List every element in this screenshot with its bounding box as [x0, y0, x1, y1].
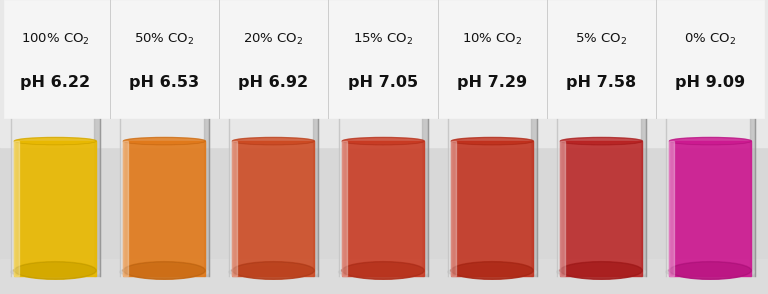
Text: pH 7.58: pH 7.58: [566, 75, 637, 90]
Bar: [339, 9, 344, 276]
Bar: [666, 9, 671, 276]
Ellipse shape: [15, 138, 96, 145]
Ellipse shape: [15, 262, 96, 279]
Ellipse shape: [343, 262, 424, 279]
Text: 100% CO$_2$: 100% CO$_2$: [21, 32, 90, 47]
Bar: [343, 141, 424, 276]
Text: pH 6.22: pH 6.22: [20, 75, 91, 90]
Ellipse shape: [124, 138, 205, 145]
Text: 10% CO$_2$: 10% CO$_2$: [462, 32, 522, 47]
Bar: [233, 141, 314, 276]
Ellipse shape: [561, 138, 642, 145]
Ellipse shape: [561, 262, 642, 279]
Ellipse shape: [557, 3, 646, 15]
Text: pH 6.92: pH 6.92: [238, 75, 309, 90]
Ellipse shape: [670, 138, 751, 145]
Text: pH 6.53: pH 6.53: [129, 75, 200, 90]
Text: 0% CO$_2$: 0% CO$_2$: [684, 32, 737, 47]
Bar: [94, 9, 100, 276]
Ellipse shape: [339, 266, 428, 278]
Ellipse shape: [233, 138, 314, 145]
Text: 20% CO$_2$: 20% CO$_2$: [243, 32, 303, 47]
Bar: [11, 9, 16, 276]
Ellipse shape: [229, 266, 318, 278]
Ellipse shape: [233, 262, 314, 279]
Ellipse shape: [15, 262, 96, 279]
Ellipse shape: [120, 266, 209, 278]
Bar: [233, 141, 237, 276]
Bar: [0, 0, 768, 147]
Bar: [124, 141, 205, 276]
Bar: [313, 9, 318, 276]
Ellipse shape: [670, 262, 751, 279]
Ellipse shape: [670, 262, 751, 279]
Ellipse shape: [666, 3, 755, 15]
Ellipse shape: [11, 3, 100, 15]
Ellipse shape: [343, 138, 424, 145]
Text: 50% CO$_2$: 50% CO$_2$: [134, 32, 194, 47]
Bar: [641, 9, 646, 276]
Ellipse shape: [448, 266, 537, 278]
Ellipse shape: [120, 3, 209, 15]
Ellipse shape: [124, 262, 205, 279]
Bar: [561, 141, 564, 276]
Ellipse shape: [448, 3, 537, 15]
Ellipse shape: [452, 138, 533, 145]
Bar: [561, 141, 642, 276]
Bar: [204, 9, 209, 276]
Bar: [15, 141, 18, 276]
Text: pH 7.29: pH 7.29: [457, 75, 528, 90]
Bar: [531, 9, 537, 276]
Bar: [452, 141, 455, 276]
Bar: [124, 141, 127, 276]
Ellipse shape: [339, 3, 428, 15]
Bar: [670, 141, 751, 276]
Bar: [229, 9, 234, 276]
Ellipse shape: [11, 266, 100, 278]
Bar: [670, 141, 674, 276]
Bar: [750, 9, 755, 276]
Text: pH 7.05: pH 7.05: [348, 75, 419, 90]
Ellipse shape: [666, 266, 755, 278]
Text: 5% CO$_2$: 5% CO$_2$: [575, 32, 627, 47]
Text: 15% CO$_2$: 15% CO$_2$: [353, 32, 413, 47]
Ellipse shape: [452, 262, 533, 279]
Ellipse shape: [561, 262, 642, 279]
Ellipse shape: [229, 3, 318, 15]
Bar: [0, 259, 768, 294]
Bar: [448, 9, 453, 276]
Ellipse shape: [557, 266, 646, 278]
Bar: [15, 141, 96, 276]
Ellipse shape: [343, 262, 424, 279]
Bar: [422, 9, 428, 276]
Bar: [4, 0, 764, 118]
Bar: [343, 141, 346, 276]
Bar: [452, 141, 533, 276]
Ellipse shape: [124, 262, 205, 279]
Ellipse shape: [452, 262, 533, 279]
Bar: [120, 9, 125, 276]
Bar: [557, 9, 562, 276]
Ellipse shape: [233, 262, 314, 279]
Text: pH 9.09: pH 9.09: [675, 75, 746, 90]
